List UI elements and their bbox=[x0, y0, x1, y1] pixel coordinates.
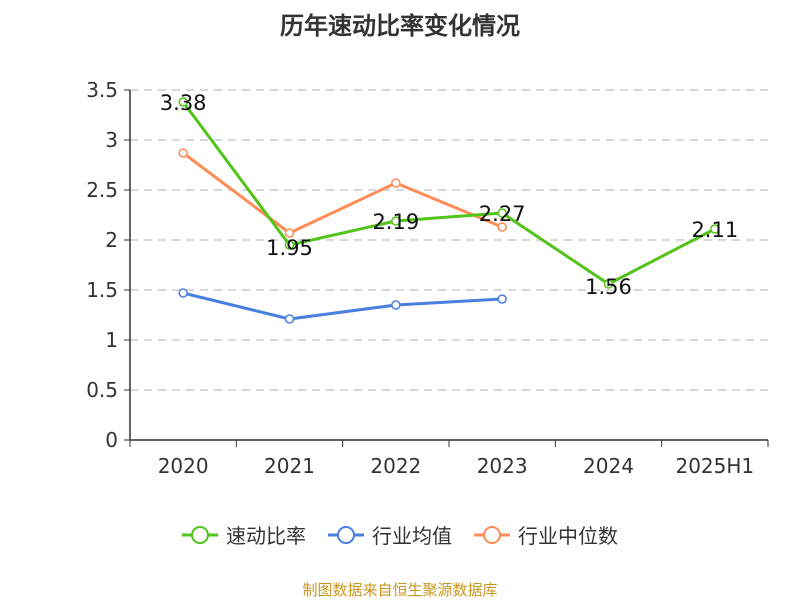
legend-marker-icon bbox=[328, 525, 364, 544]
data-label: 1.56 bbox=[585, 275, 632, 299]
legend-marker-icon bbox=[474, 525, 510, 544]
chart-title: 历年速动比率变化情况 bbox=[280, 12, 520, 40]
data-point bbox=[497, 294, 507, 304]
legend-item-quick-ratio[interactable]: 速动比率 bbox=[182, 520, 306, 549]
data-label: 3.38 bbox=[160, 91, 207, 115]
legend-marker-icon bbox=[182, 525, 218, 544]
x-tick-label: 2023 bbox=[477, 454, 528, 478]
legend-label: 行业均值 bbox=[372, 524, 452, 548]
series-line-2 bbox=[182, 151, 503, 235]
x-tick-label: 2024 bbox=[583, 454, 634, 478]
data-point bbox=[178, 148, 188, 158]
data-label: 2.27 bbox=[479, 202, 526, 226]
y-tick-label: 2.5 bbox=[86, 178, 118, 202]
y-tick-label: 3.5 bbox=[86, 78, 118, 102]
data-point bbox=[284, 240, 295, 250]
x-tick-label: 2022 bbox=[370, 454, 421, 478]
legend-label: 速动比率 bbox=[226, 524, 306, 548]
legend: 速动比率 行业均值 行业中位数 bbox=[0, 520, 800, 549]
y-tick-label: 2 bbox=[105, 228, 118, 252]
y-tick-label: 0.5 bbox=[86, 378, 118, 402]
data-point bbox=[391, 216, 401, 226]
legend-item-industry-mean[interactable]: 行业均值 bbox=[328, 520, 452, 549]
x-tick-label: 2025H1 bbox=[675, 454, 754, 478]
x-tick-label: 2021 bbox=[264, 454, 315, 478]
data-point bbox=[284, 314, 295, 324]
data-point bbox=[391, 178, 401, 188]
y-tick-label: 3 bbox=[105, 128, 118, 152]
y-tick-label: 1.5 bbox=[86, 278, 118, 302]
series-line-0 bbox=[181, 101, 716, 286]
source-note: 制图数据来自恒生聚源数据库 bbox=[302, 581, 498, 599]
data-label: 2.11 bbox=[691, 218, 738, 242]
data-point bbox=[497, 208, 507, 218]
legend-item-industry-median[interactable]: 行业中位数 bbox=[474, 520, 618, 549]
legend-label: 行业中位数 bbox=[518, 524, 618, 548]
data-point bbox=[497, 222, 507, 232]
data-point bbox=[710, 224, 720, 234]
y-tick-label: 0 bbox=[105, 428, 118, 452]
data-point bbox=[391, 300, 401, 310]
data-label: 1.95 bbox=[266, 236, 313, 260]
series-line-1 bbox=[182, 291, 503, 321]
data-point bbox=[178, 97, 188, 107]
data-point bbox=[178, 288, 188, 298]
data-label: 2.19 bbox=[372, 210, 419, 234]
data-point bbox=[603, 279, 614, 289]
x-tick-label: 2020 bbox=[158, 454, 209, 478]
y-tick-label: 1 bbox=[105, 328, 118, 352]
data-point bbox=[284, 228, 295, 238]
